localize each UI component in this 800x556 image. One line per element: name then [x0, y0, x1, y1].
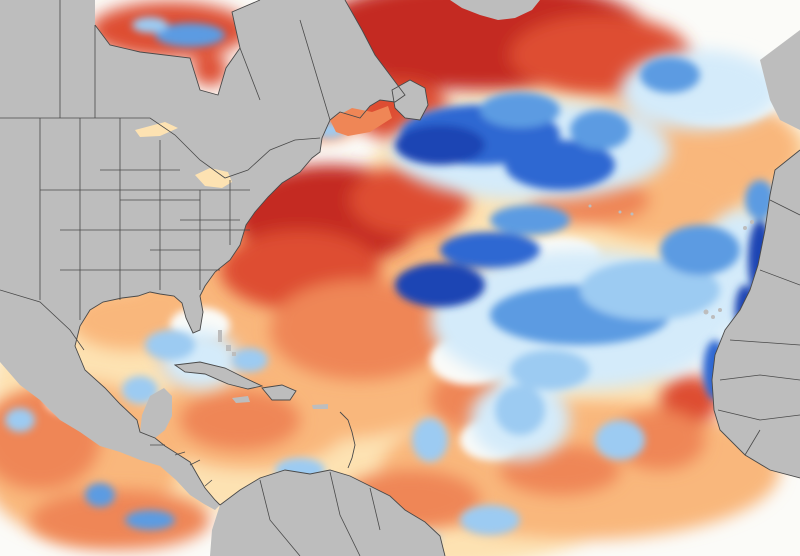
- yucatan-peninsula: [140, 388, 172, 438]
- hudson-bay-cool: [155, 23, 225, 47]
- greenland: [450, 0, 540, 20]
- africa-borders: [717, 199, 800, 456]
- canada-us-border: [0, 117, 321, 179]
- jamaica: [232, 396, 250, 403]
- great-lakes: [195, 168, 232, 188]
- us-mexico-border: [0, 289, 85, 351]
- bahamas: [218, 330, 236, 356]
- africa-landmass: [712, 150, 800, 478]
- caribbean-cool: [145, 330, 195, 360]
- europe-landmass: [760, 30, 800, 130]
- north-america-landmass: [0, 0, 405, 510]
- hispaniola: [262, 385, 296, 400]
- south-america-landmass: [210, 470, 445, 556]
- pacific-coast-cool: [85, 483, 115, 507]
- puerto-rico: [312, 404, 328, 409]
- canary-islands: [743, 220, 754, 230]
- cuba: [175, 362, 262, 389]
- azores: [588, 204, 634, 216]
- cape-verde-islands: [703, 308, 722, 319]
- lesser-antilles: [339, 411, 356, 469]
- coastlines: [74, 0, 800, 556]
- central-atlantic-cool: [395, 263, 485, 307]
- central-america-borders: [150, 444, 213, 487]
- south-america-borders: [259, 471, 381, 556]
- lake-superior: [135, 122, 178, 137]
